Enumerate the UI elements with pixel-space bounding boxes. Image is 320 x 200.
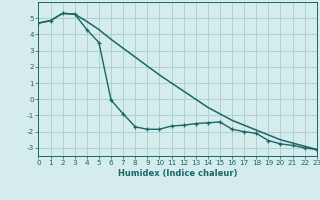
X-axis label: Humidex (Indice chaleur): Humidex (Indice chaleur) xyxy=(118,169,237,178)
